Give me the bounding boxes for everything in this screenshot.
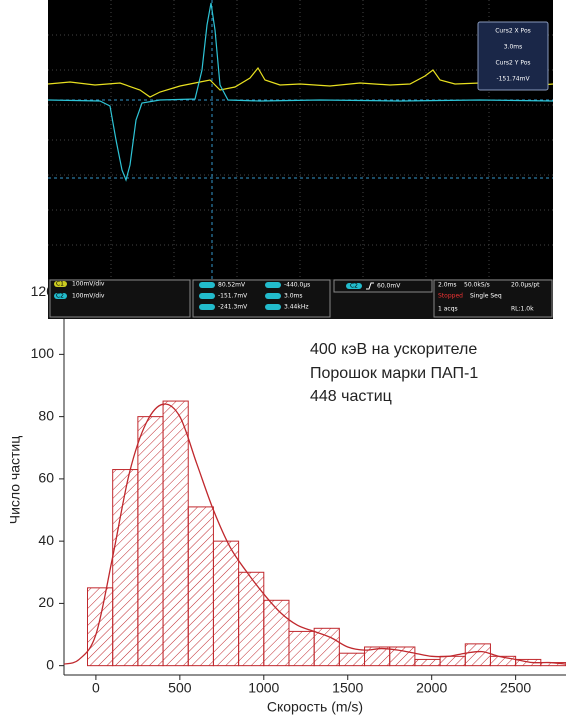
bar (88, 588, 113, 666)
channel-scale: 100mV/div (72, 281, 105, 288)
bar (113, 470, 138, 666)
badge-label: C2 (56, 293, 64, 300)
measure-value: 3.44kHz (284, 304, 309, 311)
bar (213, 541, 238, 666)
y-axis-label: Число частиц (7, 436, 23, 524)
measure-value: -151.7mV (218, 293, 248, 300)
histogram-chart: 400 кэВ на ускорителе Порошок марки ПАП-… (7, 283, 566, 715)
bar (415, 659, 440, 665)
bar (314, 628, 339, 665)
oscilloscope-screenshot: Curs2 X Pos 3.0ms Curs2 Y Pos -151.74mV … (48, 0, 553, 319)
x-tick-label: 0 (92, 680, 100, 696)
cursor-label: Curs2 Y Pos (495, 60, 530, 67)
y-tick-label: 40 (38, 532, 54, 548)
bar (465, 644, 490, 666)
badge-label: C2 (350, 283, 358, 290)
y-tick-label: 60 (38, 470, 54, 486)
annotation: 400 кэВ на ускорителе (310, 341, 477, 358)
bar (163, 401, 188, 666)
x-tick-label: 2000 (416, 680, 447, 696)
measure-value: -241.3mV (218, 304, 248, 311)
bar (339, 653, 364, 665)
record-length: RL:1.0k (511, 306, 534, 313)
bar (239, 572, 264, 665)
x-tick-label: 1500 (332, 680, 363, 696)
y-tick-label: 80 (38, 407, 54, 423)
timebase: 2.0ms (438, 282, 457, 289)
bar (138, 417, 163, 666)
measure-value: 3.0ms (284, 293, 303, 300)
x-tick-label: 500 (168, 680, 192, 696)
annotation: 448 частиц (310, 388, 392, 405)
timebase: 50.0kS/s (464, 282, 490, 289)
measure-value: -440.0μs (284, 282, 310, 289)
bar (264, 600, 289, 665)
channel-scale: 100mV/div (72, 293, 105, 300)
x-tick-label: 2500 (500, 680, 531, 696)
y-tick-label: 0 (46, 656, 54, 672)
bar (188, 507, 213, 666)
acq-count: 1 acqs (438, 306, 458, 313)
timebase: 20.0μs/pt (511, 282, 540, 289)
page: 400 кэВ на ускорителе Порошок марки ПАП-… (0, 0, 566, 719)
y-tick-label: 20 (38, 594, 54, 610)
cursor-value: 3.0ms (504, 44, 523, 51)
bar (440, 656, 465, 665)
measure-value: 80.52mV (218, 282, 246, 289)
run-mode: Single Seq (470, 293, 502, 300)
badge-label: C1 (56, 281, 64, 288)
x-axis-label: Скорость (m/s) (267, 699, 363, 715)
annotation: Порошок марки ПАП-1 (310, 365, 478, 382)
run-status: Stopped (438, 293, 463, 300)
bar (289, 631, 314, 665)
y-tick-label: 100 (31, 345, 55, 361)
cursor-label: Curs2 X Pos (495, 28, 531, 35)
cursor-value: -151.74mV (496, 76, 530, 83)
trigger-level: 60.0mV (377, 283, 401, 290)
x-tick-label: 1000 (248, 680, 279, 696)
